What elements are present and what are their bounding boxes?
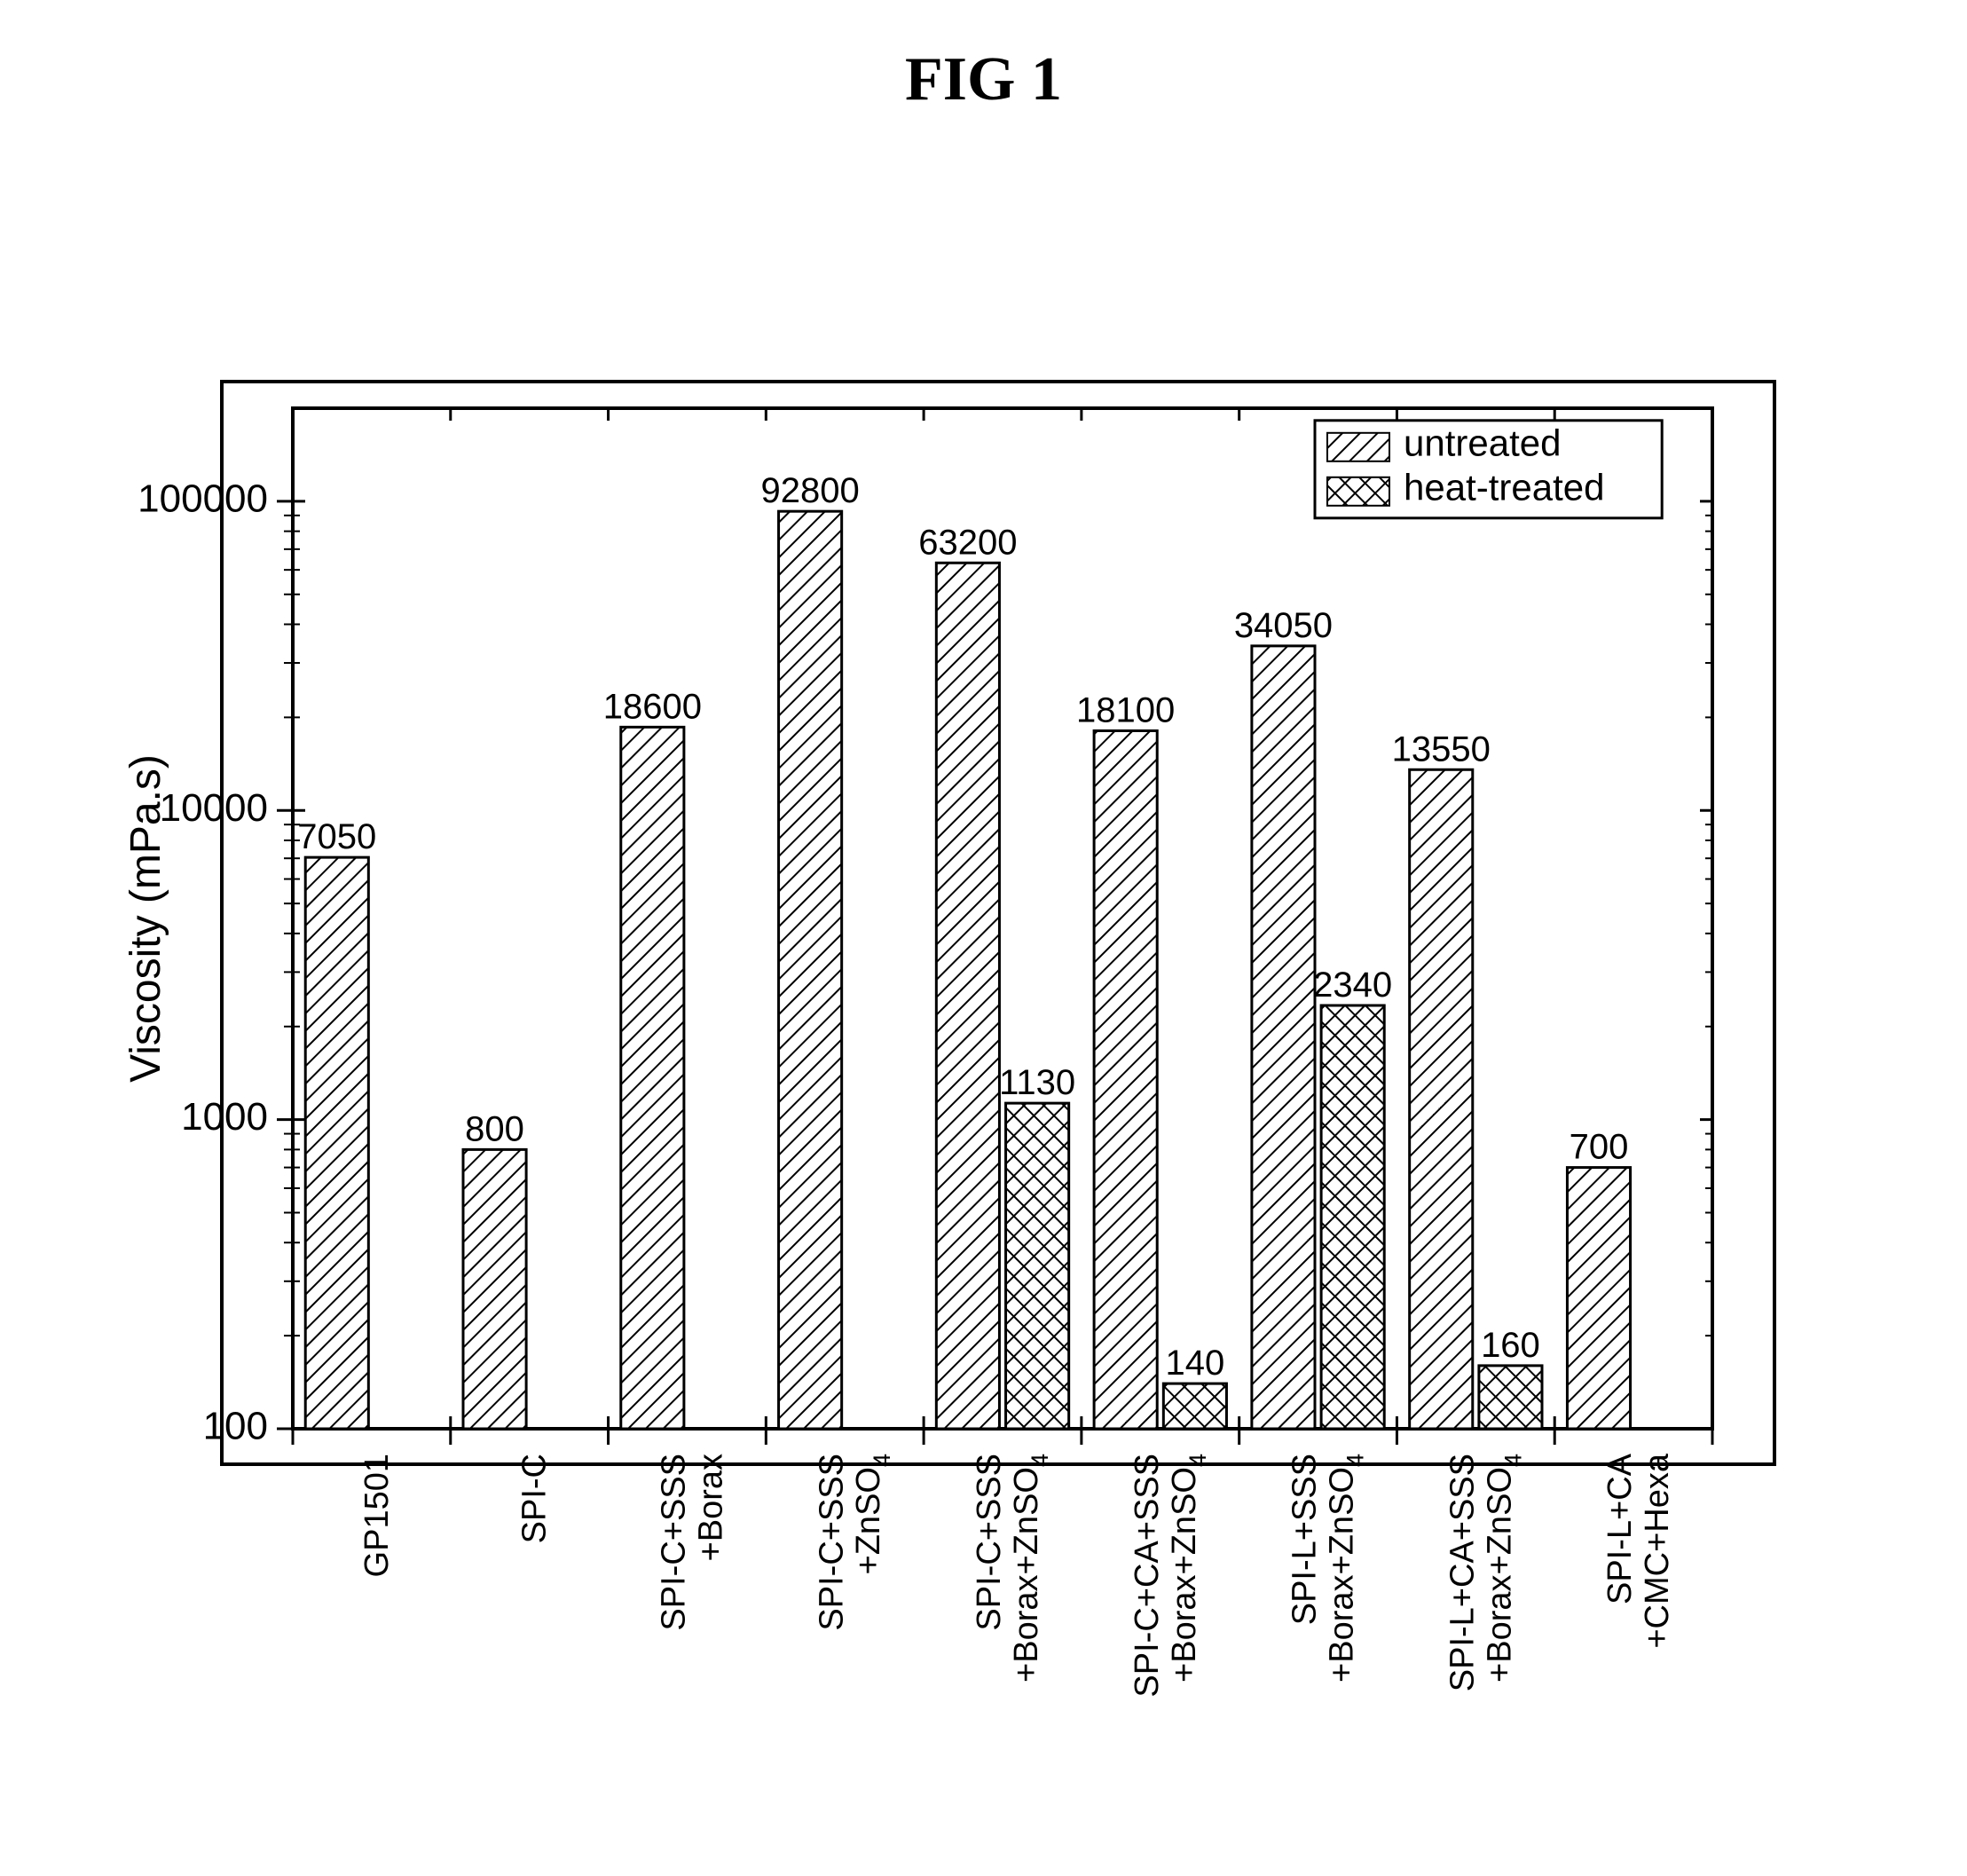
svg-text:+Borax+ZnSO4: +Borax+ZnSO4 <box>1166 1454 1211 1683</box>
y-tick-label: 10000 <box>160 786 268 830</box>
svg-text:SPI-C+CA+SSS: SPI-C+CA+SSS <box>1129 1454 1166 1698</box>
y-tick-label: 100 <box>203 1405 268 1448</box>
x-tick-label: SPI-C+SSS+ZnSO4 <box>813 1454 895 1631</box>
x-tick-label: GP1501 <box>358 1454 396 1577</box>
bar <box>305 857 368 1429</box>
x-tick-label: SPI-C+SSS+Borax+ZnSO4 <box>971 1454 1053 1683</box>
svg-text:SPI-L+CA: SPI-L+CA <box>1601 1453 1639 1604</box>
legend-swatch <box>1327 433 1389 461</box>
x-tick-label: SPI-C+SSS+Borax <box>655 1454 729 1631</box>
svg-text:SPI-C: SPI-C <box>516 1454 554 1543</box>
bar <box>936 563 999 1429</box>
legend-label: untreated <box>1404 422 1561 463</box>
bar <box>1006 1103 1069 1429</box>
y-axis-label: Viscosity (mPa.s) <box>122 754 169 1083</box>
svg-text:+Borax+ZnSO4: +Borax+ZnSO4 <box>1481 1454 1526 1683</box>
bar <box>779 511 842 1429</box>
x-tick-label: SPI-C+CA+SSS+Borax+ZnSO4 <box>1129 1454 1211 1698</box>
bar-value-label: 63200 <box>918 523 1017 562</box>
svg-text:+Borax+ZnSO4: +Borax+ZnSO4 <box>1008 1454 1053 1683</box>
legend-label: heat-treated <box>1404 466 1605 508</box>
viscosity-chart: 100 1000 10000 100000 Viscosity (mPa.s) 7050 G… <box>0 0 1967 1876</box>
bar-value-label: 7050 <box>297 817 376 856</box>
svg-text:SPI-C+SSS: SPI-C+SSS <box>813 1454 850 1631</box>
svg-text:SPI-L+SSS: SPI-L+SSS <box>1286 1454 1324 1625</box>
bar-value-label: 1130 <box>999 1063 1075 1102</box>
legend-swatch <box>1327 477 1389 506</box>
svg-text:+CMC+Hexa: +CMC+Hexa <box>1639 1453 1676 1648</box>
bar-value-label: 2340 <box>1313 966 1392 1005</box>
bar <box>1321 1005 1384 1429</box>
y-tick-label: 100000 <box>138 477 268 520</box>
bar-value-label: 18100 <box>1076 690 1175 729</box>
svg-text:+ZnSO4: +ZnSO4 <box>850 1454 895 1574</box>
bar <box>1479 1366 1542 1429</box>
svg-text:SPI-C+SSS: SPI-C+SSS <box>655 1454 692 1631</box>
x-tick-label: SPI-L+SSS+Borax+ZnSO4 <box>1286 1454 1369 1683</box>
x-tick-label: SPI-L+CA+SSS+Borax+ZnSO4 <box>1444 1454 1526 1691</box>
svg-text:+Borax: +Borax <box>692 1454 729 1561</box>
bar <box>1410 769 1473 1429</box>
svg-text:+Borax+ZnSO4: +Borax+ZnSO4 <box>1324 1454 1369 1683</box>
bar <box>1094 730 1157 1429</box>
bar-value-label: 34050 <box>1234 606 1333 645</box>
bar-value-label: 18600 <box>603 687 702 726</box>
svg-text:SPI-C+SSS: SPI-C+SSS <box>971 1454 1008 1631</box>
bar <box>1567 1168 1630 1429</box>
bar <box>621 727 684 1429</box>
y-tick-label: 1000 <box>181 1095 268 1139</box>
bar <box>1163 1383 1226 1429</box>
bar-value-label: 13550 <box>1392 729 1491 769</box>
bar-value-label: 160 <box>1481 1326 1540 1365</box>
svg-text:SPI-L+CA+SSS: SPI-L+CA+SSS <box>1444 1454 1481 1691</box>
bar <box>1252 646 1315 1429</box>
bar <box>463 1149 526 1429</box>
bar-value-label: 700 <box>1570 1128 1629 1167</box>
x-tick-label: SPI-L+CA+CMC+Hexa <box>1601 1453 1676 1648</box>
bar-value-label: 92800 <box>760 471 859 510</box>
bar-value-label: 800 <box>465 1109 524 1148</box>
bar-value-label: 140 <box>1166 1344 1225 1383</box>
x-tick-label: SPI-C <box>516 1454 554 1543</box>
svg-text:GP1501: GP1501 <box>358 1454 396 1577</box>
page: FIG 1 100100010000100000Viscosity (mPa.s… <box>0 0 1967 1876</box>
